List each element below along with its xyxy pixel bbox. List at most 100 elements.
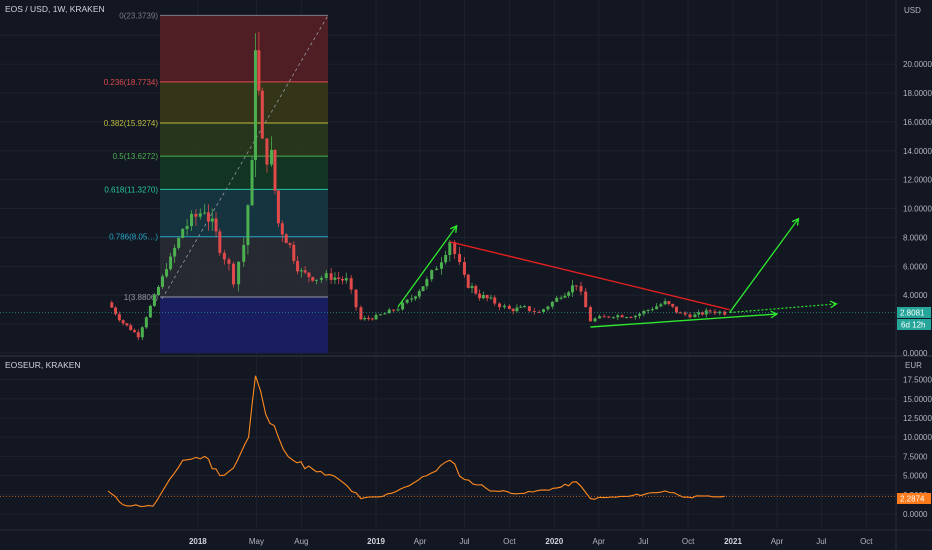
candle-body bbox=[523, 306, 527, 308]
candle-body bbox=[602, 316, 606, 318]
candle-body bbox=[638, 313, 642, 316]
candle-body bbox=[430, 270, 434, 280]
lower-y-tick-label: 7.5000 bbox=[903, 452, 928, 461]
main-y-tick-label: 12.0000 bbox=[903, 176, 932, 185]
rally-arrow-line bbox=[397, 225, 458, 308]
candle-body bbox=[444, 255, 448, 263]
projection-arrow-head bbox=[829, 300, 838, 309]
candle-body bbox=[324, 273, 328, 278]
candle-body bbox=[417, 291, 421, 297]
x-tick-label: 2021 bbox=[724, 537, 742, 546]
candle-body bbox=[584, 291, 588, 308]
x-tick-label: May bbox=[249, 537, 264, 546]
countdown-badge-bg bbox=[897, 319, 931, 330]
candle-body bbox=[570, 285, 574, 293]
candle-body bbox=[396, 309, 400, 311]
candle-body bbox=[214, 218, 218, 232]
candle-body bbox=[273, 149, 277, 191]
breakout-arrow-head bbox=[791, 217, 800, 226]
x-tick-label: Jul bbox=[816, 537, 826, 546]
candle-body bbox=[114, 307, 118, 315]
candle-body bbox=[257, 50, 261, 91]
candle-body bbox=[329, 273, 333, 280]
x-tick-label: Aug bbox=[294, 537, 308, 546]
lower-y-tick-label: 12.5000 bbox=[903, 414, 932, 423]
candle-body bbox=[559, 297, 563, 299]
candle-body bbox=[620, 315, 624, 318]
support-arrow-head bbox=[770, 310, 779, 319]
candle-body bbox=[280, 223, 284, 235]
lower-y-tick-label: 5.0000 bbox=[903, 472, 928, 481]
candle-body bbox=[674, 306, 678, 313]
candle-body bbox=[607, 316, 611, 318]
lower-y-tick-label: 17.5000 bbox=[903, 376, 932, 385]
candle-body bbox=[646, 310, 650, 312]
candle-body bbox=[366, 318, 370, 320]
main-y-tick-label: 10.0000 bbox=[903, 205, 932, 214]
candle-body bbox=[344, 278, 348, 281]
candle-body bbox=[189, 213, 193, 227]
x-axis-ticks: 2018 May Aug 2019 Apr Jul Oct 2020 Apr Jul Oct 2021… bbox=[189, 537, 873, 546]
candle-body bbox=[337, 277, 341, 279]
main-y-tick-label: 16.0000 bbox=[903, 118, 932, 127]
candle-body bbox=[474, 286, 478, 294]
candle-body bbox=[650, 309, 654, 311]
candle-body bbox=[210, 218, 214, 222]
candle-body bbox=[206, 212, 210, 222]
main-y-tick-label: 14.0000 bbox=[903, 147, 932, 156]
candle-body bbox=[144, 317, 148, 328]
candle-body bbox=[546, 306, 550, 310]
candle-body bbox=[466, 274, 470, 288]
candle-body bbox=[117, 314, 121, 321]
lower-price-badge: 2.2874 bbox=[897, 493, 931, 504]
fib-level-label: 0(23.3739) bbox=[119, 11, 158, 20]
candle-body bbox=[616, 315, 620, 318]
candle-body bbox=[493, 297, 497, 304]
main-panel-title: EOS / USD, 1W, KRAKEN bbox=[5, 4, 105, 14]
candle-body bbox=[265, 138, 269, 165]
fib-zone bbox=[160, 189, 328, 237]
trend-drawings[interactable] bbox=[0, 217, 896, 328]
fib-zone bbox=[160, 156, 328, 190]
candle-body bbox=[574, 285, 578, 287]
x-tick-label: Oct bbox=[860, 537, 873, 546]
candle-body bbox=[177, 237, 181, 248]
candle-body bbox=[378, 314, 382, 316]
candle-body bbox=[683, 312, 687, 315]
main-y-tick-label: 4.0000 bbox=[903, 291, 928, 300]
candle-body bbox=[688, 314, 692, 318]
candle-body bbox=[697, 312, 701, 315]
candle-body bbox=[519, 306, 523, 308]
x-tick-label: Apr bbox=[771, 537, 784, 546]
fib-zone bbox=[160, 15, 328, 82]
candle-body bbox=[311, 277, 315, 281]
candle-body bbox=[555, 297, 559, 302]
candle-body bbox=[253, 50, 257, 161]
main-y-tick-label: 18.0000 bbox=[903, 89, 932, 98]
candle-body bbox=[383, 313, 387, 315]
candle-body bbox=[401, 302, 405, 310]
candle-body bbox=[458, 253, 462, 263]
candle-body bbox=[723, 311, 727, 315]
candle-body bbox=[203, 212, 207, 214]
x-tick-label: Jul bbox=[459, 537, 469, 546]
candle-body bbox=[246, 205, 250, 246]
candle-body bbox=[718, 311, 722, 314]
candle-body bbox=[542, 309, 546, 312]
eos-eur-line-path bbox=[107, 375, 725, 507]
candle-body bbox=[387, 309, 391, 314]
x-tick-label: Apr bbox=[592, 537, 605, 546]
fib-level-label: 0.618(11.3270) bbox=[104, 185, 158, 194]
candle-body bbox=[470, 286, 474, 288]
candle-body bbox=[260, 90, 264, 139]
candle-body bbox=[227, 259, 231, 264]
x-tick-label: 2018 bbox=[189, 537, 207, 546]
candle-body bbox=[110, 302, 114, 308]
candle-body bbox=[303, 270, 307, 273]
lower-y-tick-label: 10.0000 bbox=[903, 433, 932, 442]
candle-body bbox=[659, 304, 663, 307]
candle-body bbox=[392, 309, 396, 311]
candle-body bbox=[129, 325, 133, 331]
breakout-arrow-line bbox=[729, 218, 799, 313]
